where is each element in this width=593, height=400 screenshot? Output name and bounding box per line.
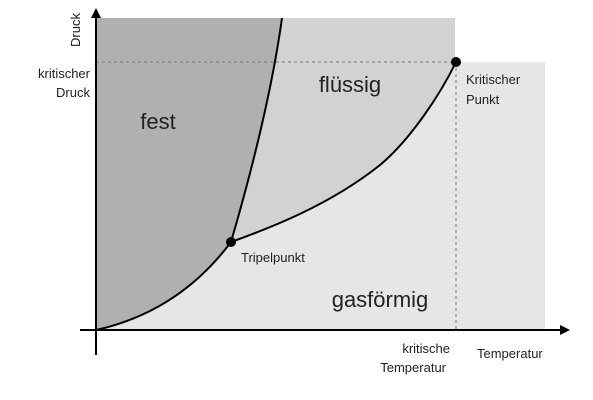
solid-region-label: fest xyxy=(140,109,175,134)
solid-region xyxy=(96,18,282,330)
critical-temperature-label-line1: kritische xyxy=(402,341,450,356)
sublimation-curve xyxy=(95,241,232,331)
vaporization-curve xyxy=(230,61,457,243)
x-axis-label: Temperatur xyxy=(477,346,543,361)
gas-region-label: gasförmig xyxy=(332,287,429,312)
melting-curve xyxy=(230,17,283,243)
critical-point-label-line2: Punkt xyxy=(466,92,500,107)
triple-point-label: Tripelpunkt xyxy=(241,250,305,265)
critical-point-label-line1: Kritischer xyxy=(466,72,521,87)
critical-pressure-label-line1: kritischer xyxy=(38,66,91,81)
triple-point-marker xyxy=(226,237,236,247)
liquid-region xyxy=(231,18,456,242)
critical-temperature-label-line2: Temperatur xyxy=(380,360,446,375)
critical-pressure-label-line2: Druck xyxy=(56,85,90,100)
liquid-region-label: flüssig xyxy=(319,72,381,97)
y-axis-label: Druck xyxy=(68,13,83,47)
critical-point-marker xyxy=(451,57,461,67)
